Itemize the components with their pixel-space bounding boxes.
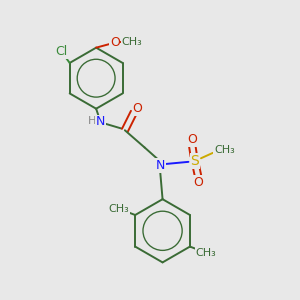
Text: CH₃: CH₃ — [109, 204, 129, 214]
Text: O: O — [194, 176, 203, 189]
Text: N: N — [156, 159, 166, 172]
Text: O: O — [110, 36, 120, 49]
Text: N: N — [96, 116, 106, 128]
Text: O: O — [133, 102, 142, 115]
Text: S: S — [190, 154, 199, 168]
Text: CH₃: CH₃ — [214, 146, 235, 155]
Text: CH₃: CH₃ — [122, 37, 142, 46]
Text: Cl: Cl — [56, 46, 68, 59]
Text: CH₃: CH₃ — [196, 248, 217, 258]
Text: O: O — [187, 134, 197, 146]
Text: H: H — [88, 116, 97, 126]
